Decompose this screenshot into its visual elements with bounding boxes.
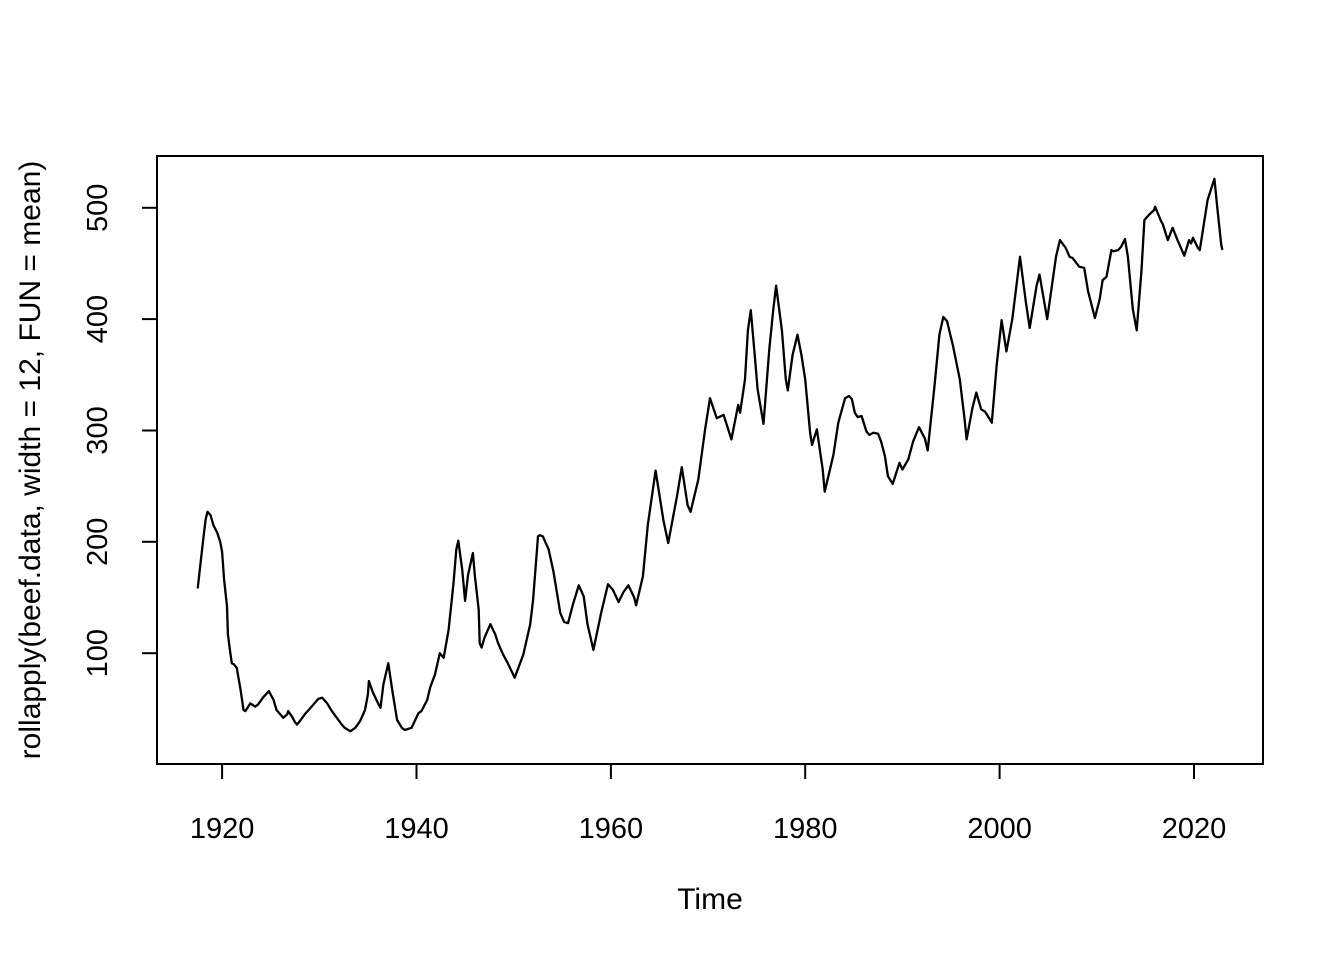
y-tick-label: 400 (82, 295, 114, 343)
series-line (196, 177, 1224, 733)
y-tick-label: 100 (82, 629, 114, 677)
y-tick-label: 300 (82, 406, 114, 454)
x-tick-labels: 1920 1940 1960 1980 2000 2020 (190, 813, 1226, 845)
x-tick-label: 1940 (384, 813, 449, 845)
x-axis: 1920 1940 1960 1980 2000 2020 (190, 764, 1226, 845)
x-tick-label: 1960 (579, 813, 644, 845)
y-tick-label: 500 (82, 184, 114, 232)
plot-border (156, 155, 1264, 765)
x-axis-label: Time (677, 883, 743, 916)
y-ticks (142, 206, 157, 655)
y-axis: 100 200 300 400 500 (82, 184, 157, 678)
y-tick-labels: 100 200 300 400 500 (82, 184, 114, 678)
y-axis-label: rollapply(beef.data, width = 12, FUN = m… (14, 161, 47, 760)
y-tick-label: 200 (82, 518, 114, 566)
x-tick-label: 2020 (1162, 813, 1227, 845)
x-ticks (221, 764, 1195, 779)
x-tick-label: 1920 (190, 813, 255, 845)
x-tick-label: 1980 (773, 813, 838, 845)
x-tick-label: 2000 (967, 813, 1032, 845)
